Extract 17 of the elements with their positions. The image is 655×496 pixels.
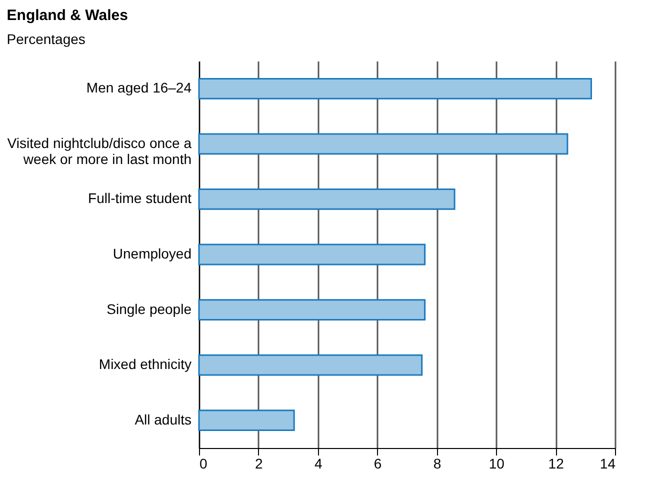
x-tick-label: 12: [548, 456, 564, 472]
y-tick-label: Full-time student: [88, 190, 192, 206]
y-tick-label: Unemployed: [112, 246, 192, 262]
y-tick-label: Single people: [106, 300, 192, 317]
x-tick-label: 6: [374, 456, 382, 472]
x-tick-label: 0: [200, 456, 208, 472]
y-tick-label: Visited nightclub/disco once a week or more in last month: [7, 134, 192, 167]
x-tick-label: 2: [255, 456, 264, 472]
y-tick-label: Mixed ethnicity: [98, 356, 192, 372]
text: England & Wales: [6, 7, 128, 24]
y-tick-label: All adults: [134, 411, 192, 428]
x-tick-label: 8: [433, 456, 442, 472]
x-tick-label: 14: [600, 456, 616, 472]
y-tick-label: Men aged 16–24: [86, 80, 192, 96]
x-tick-label: 4: [314, 456, 322, 472]
text: Percentages: [6, 31, 86, 47]
x-tick-label: 10: [488, 456, 505, 472]
